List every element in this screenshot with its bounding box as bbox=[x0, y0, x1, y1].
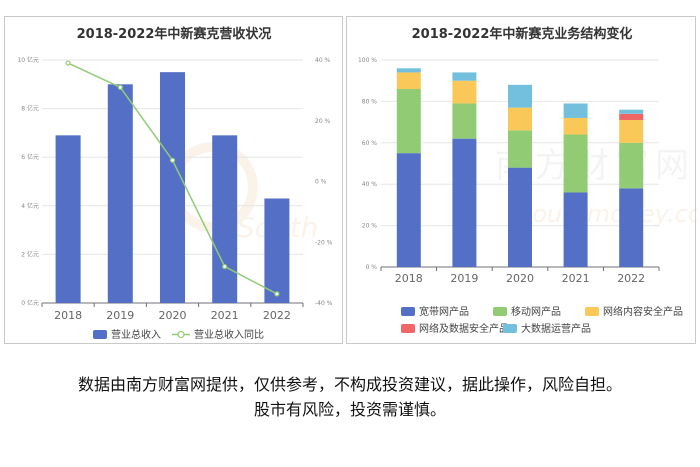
x-tick-label: 2019 bbox=[106, 309, 134, 322]
revenue-chart-panel: 2018-2022年中新赛克营收状况 South 0 亿元 2 亿元 4 亿元 6 亿元 8… bbox=[4, 16, 343, 344]
legend-swatch bbox=[401, 307, 415, 316]
stacked-bar-segment bbox=[508, 107, 532, 131]
stacked-bar-segment bbox=[619, 113, 644, 121]
disclaimer-line-2: 股市有风险，投资需谨慎。 bbox=[253, 400, 446, 419]
x-tick-label: 2021 bbox=[211, 309, 239, 322]
stacked-bar-segment bbox=[452, 80, 477, 104]
chart-title: 2018-2022年中新赛克业务结构变化 bbox=[412, 26, 633, 42]
y-tick-label: 60 % bbox=[362, 140, 378, 147]
y-left-tick-label: 6 亿元 bbox=[21, 153, 39, 161]
legend-swatch bbox=[493, 307, 507, 316]
legend-label: 网络内容安全产品 bbox=[603, 305, 683, 318]
legend-swatch-revenue bbox=[93, 330, 107, 339]
revenue-bar bbox=[212, 135, 238, 303]
legend-swatch bbox=[585, 307, 599, 316]
y-right-tick-label: -40 % bbox=[315, 300, 333, 307]
revenue-bar bbox=[55, 135, 81, 303]
revenue-bar bbox=[107, 84, 133, 303]
stacked-bar-segment bbox=[508, 84, 532, 108]
stacked-bar-segment bbox=[396, 153, 421, 267]
legend-label: 大数据运营产品 bbox=[521, 322, 591, 335]
yoy-point bbox=[117, 84, 123, 90]
legend-label-revenue: 营业总收入 bbox=[111, 328, 161, 341]
legend-swatch-yoy-point bbox=[177, 330, 185, 339]
watermark-text: Southmoney.com bbox=[517, 200, 697, 228]
business-structure-chart: 2018-2022年中新赛克业务结构变化南方财富网Southmoney.com0… bbox=[358, 26, 697, 335]
stacked-bar-segment bbox=[563, 117, 588, 135]
stacked-bar-segment bbox=[452, 103, 477, 139]
y-right-tick-label: 40 % bbox=[315, 57, 331, 64]
revenue-bar bbox=[160, 72, 185, 304]
stacked-bar-segment bbox=[508, 167, 532, 267]
x-tick-label: 2022 bbox=[263, 309, 291, 322]
watermark: South bbox=[168, 142, 318, 244]
stacked-bar-segment bbox=[619, 109, 644, 114]
stacked-bar-segment bbox=[396, 68, 421, 73]
yoy-point bbox=[274, 291, 280, 297]
stacked-bar-segment bbox=[396, 88, 421, 154]
business-structure-chart-panel: 2018-2022年中新赛克业务结构变化南方财富网Southmoney.com0… bbox=[346, 16, 697, 344]
stacked-bar-segment bbox=[563, 192, 588, 267]
legend-swatch bbox=[401, 324, 415, 333]
y-left-tick-label: 4 亿元 bbox=[21, 202, 39, 210]
stacked-bar-segment bbox=[452, 138, 477, 267]
chart-title: 2018-2022年中新赛克营收状况 bbox=[77, 26, 272, 42]
x-tick-label: 2020 bbox=[159, 309, 187, 322]
stacked-bar-segment bbox=[563, 103, 588, 118]
stacked-bar-segment bbox=[619, 142, 644, 189]
y-left-tick-label: 10 亿元 bbox=[17, 56, 39, 64]
y-left-tick-label: 2 亿元 bbox=[21, 250, 39, 258]
stacked-bar-segment bbox=[563, 134, 588, 193]
disclaimer-line-1: 数据由南方财富网提供，仅供参考，不构成投资建议，据此操作，风险自担。 bbox=[77, 375, 622, 394]
x-tick-label: 2018 bbox=[54, 309, 82, 322]
x-tick-label: 2022 bbox=[617, 272, 645, 285]
stacked-bar-segment bbox=[396, 72, 421, 89]
y-tick-label: 40 % bbox=[362, 181, 378, 188]
yoy-point bbox=[65, 60, 71, 66]
yoy-point bbox=[222, 263, 228, 270]
legend-label-yoy: 营业总收入同比 bbox=[194, 328, 264, 341]
disclaimer: 数据由南方财富网提供，仅供参考，不构成投资建议，据此操作，风险自担。 股市有风险… bbox=[0, 372, 700, 422]
stacked-bar-segment bbox=[452, 72, 477, 81]
y-tick-label: 100 % bbox=[358, 57, 377, 64]
y-left-tick-label: 0 亿元 bbox=[21, 299, 39, 307]
y-tick-label: 80 % bbox=[362, 98, 378, 105]
y-right-tick-label: -20 % bbox=[315, 239, 333, 246]
stacked-bar-segment bbox=[619, 188, 644, 267]
x-tick-label: 2021 bbox=[562, 272, 590, 285]
x-tick-label: 2020 bbox=[506, 272, 534, 285]
legend-swatch bbox=[503, 324, 517, 333]
legend-label: 网络及数据安全产品 bbox=[419, 322, 509, 335]
x-tick-label: 2019 bbox=[450, 272, 478, 285]
revenue-bar bbox=[264, 198, 290, 303]
stacked-bar-segment bbox=[508, 130, 532, 168]
y-tick-label: 20 % bbox=[362, 223, 378, 230]
yoy-point bbox=[169, 157, 176, 163]
y-left-tick-label: 8 亿元 bbox=[21, 105, 39, 113]
legend-label: 宽带网产品 bbox=[419, 305, 469, 318]
revenue-chart: 2018-2022年中新赛克营收状况 South 0 亿元 2 亿元 4 亿元 6 亿元 8… bbox=[17, 26, 333, 341]
x-tick-label: 2018 bbox=[395, 272, 423, 285]
stacked-bar-segment bbox=[619, 120, 644, 143]
y-right-tick-label: 0 % bbox=[315, 179, 327, 186]
legend-label: 移动网产品 bbox=[511, 305, 561, 318]
y-tick-label: 0 % bbox=[366, 264, 378, 271]
y-right-tick-label: 20 % bbox=[315, 118, 331, 125]
